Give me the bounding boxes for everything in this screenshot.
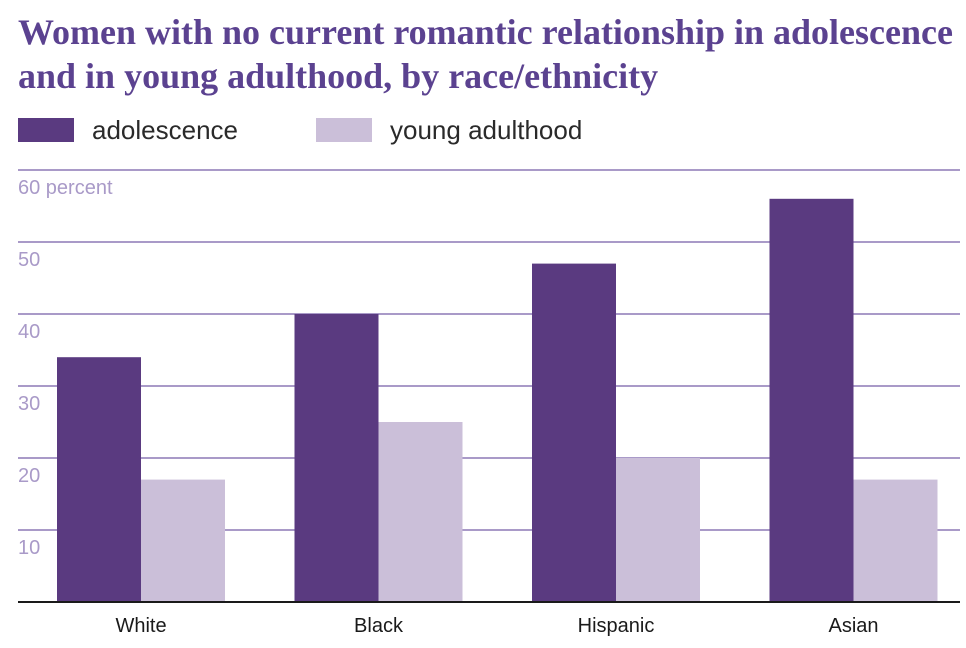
x-tick-label: Asian xyxy=(828,615,878,637)
y-tick-label: 30 xyxy=(18,393,40,415)
y-tick-label: 40 xyxy=(18,321,40,343)
y-tick-label: 10 xyxy=(18,537,40,559)
bar-black-young-adulthood xyxy=(378,422,463,602)
y-tick-label: 20 xyxy=(18,465,40,487)
x-tick-label: White xyxy=(115,615,166,637)
legend-label-young-adulthood: young adulthood xyxy=(390,114,583,145)
legend-item-young-adulthood: young adulthood xyxy=(316,115,582,146)
y-tick-label: 50 xyxy=(18,249,40,271)
bar-asian-adolescence xyxy=(769,198,854,603)
bar-hispanic-young-adulthood xyxy=(616,458,700,602)
legend-swatch-young-adulthood xyxy=(316,118,372,142)
legend-label-adolescence: adolescence xyxy=(92,114,238,145)
bar-hispanic-adolescence xyxy=(532,263,616,602)
bar-white-adolescence xyxy=(57,357,141,602)
legend: adolescence young adulthood xyxy=(18,112,660,148)
chart-title: Women with no current romantic relations… xyxy=(18,12,953,96)
legend-swatch-adolescence xyxy=(18,118,74,142)
y-tick-label: 60 percent xyxy=(18,177,113,199)
bar-white-young-adulthood xyxy=(141,479,225,602)
x-tick-label: Black xyxy=(354,615,404,637)
bar-black-adolescence xyxy=(294,314,379,602)
bar-asian-young-adulthood xyxy=(853,479,938,602)
legend-item-adolescence: adolescence xyxy=(18,115,238,146)
x-tick-label: Hispanic xyxy=(578,615,655,637)
